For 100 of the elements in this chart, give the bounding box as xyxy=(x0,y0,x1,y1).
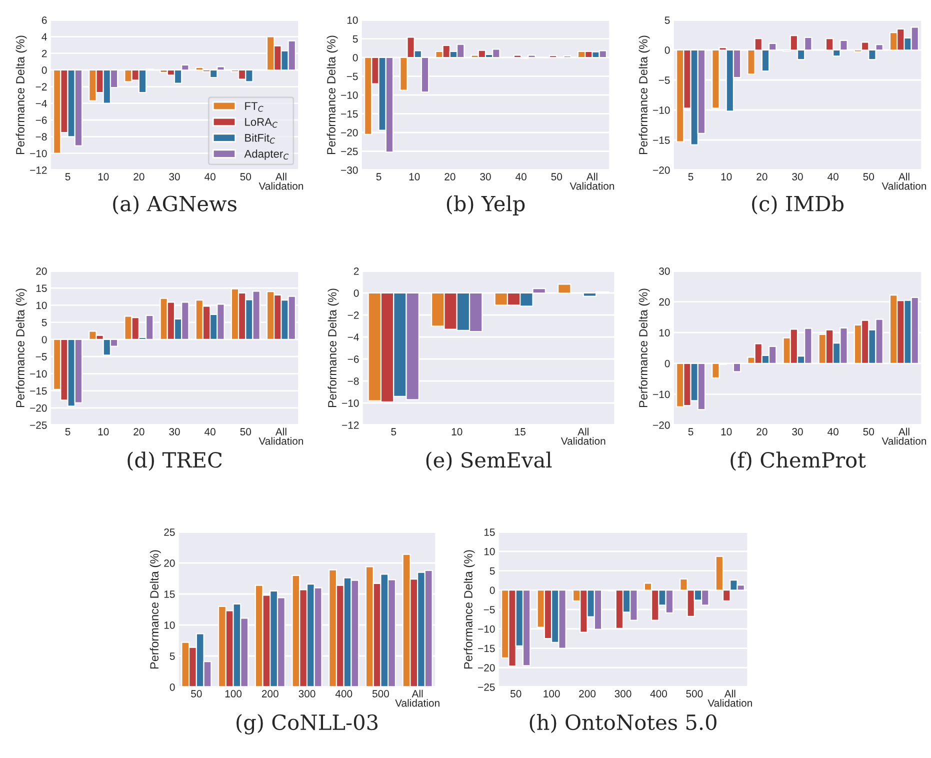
x-tick-label: 300 xyxy=(614,690,632,698)
x-tick-label: 50 xyxy=(240,173,252,180)
y-tick-label: −25 xyxy=(30,422,47,429)
y-tick-label: −10 xyxy=(342,400,359,407)
y-tick-label: −10 xyxy=(30,370,47,378)
x-tick-label: 50 xyxy=(863,428,874,436)
text: (c) IMDb xyxy=(752,195,844,214)
y-tick-label: 0 xyxy=(664,46,670,54)
x-tick-label: 5 xyxy=(391,428,396,436)
x-tick-label: 500 xyxy=(372,690,389,698)
x-tick-label: All Validation xyxy=(258,428,304,445)
x-tick-label: 50 xyxy=(240,428,252,436)
legend-label: LoRA$_{C}$ xyxy=(245,118,278,128)
x-tick-label: 40 xyxy=(204,428,216,436)
x-tick-label: 400 xyxy=(650,690,667,698)
x-tick-label: 40 xyxy=(828,173,838,180)
y-tick-label: −5 xyxy=(658,76,670,84)
x-tick-label: 10 xyxy=(98,173,109,180)
x-tick-label: 5 xyxy=(688,173,694,180)
text: (a) AGNews xyxy=(113,195,236,214)
x-tick-label: 20 xyxy=(134,428,144,436)
text: (e) SemEval xyxy=(426,452,552,471)
y-tick-label: −6 xyxy=(36,116,47,124)
x-tick-label: 5 xyxy=(688,428,694,436)
y-tick-label: 0 xyxy=(352,54,358,62)
y-tick-label: 15 xyxy=(164,590,175,598)
y-tick-label: −5 xyxy=(346,72,358,80)
x-tick-label: 100 xyxy=(544,690,560,698)
y-tick-label: 0 xyxy=(170,684,175,691)
x-tick-label: 10 xyxy=(452,428,462,436)
x-tick-label: All Validation xyxy=(882,172,926,190)
x-tick-label: 500 xyxy=(686,690,703,698)
y-tick-label: −15 xyxy=(341,110,358,118)
x-tick-label: 40 xyxy=(204,173,216,180)
y-tick-label: −10 xyxy=(341,92,358,99)
y-tick-label: −20 xyxy=(478,664,495,672)
x-tick-label: 300 xyxy=(298,690,316,698)
y-tick-label: −10 xyxy=(653,390,670,398)
y-tick-label: 20 xyxy=(36,268,47,275)
x-tick-label: 50 xyxy=(510,690,522,698)
y-tick-label: 0 xyxy=(664,360,670,368)
x-tick-label: 50 xyxy=(863,173,874,180)
legend-label: Adapter$_{C}$ xyxy=(244,150,289,160)
y-tick-label: −25 xyxy=(341,148,358,156)
y-tick-label: 15 xyxy=(484,528,495,536)
y-axis-title: Performance Delta (%) xyxy=(16,36,27,154)
x-tick-label: 5 xyxy=(65,428,70,436)
y-tick-label: −2 xyxy=(348,312,359,319)
x-tick-label: 40 xyxy=(516,173,526,180)
y-tick-label: −15 xyxy=(478,644,495,652)
y-axis-title: Performance Delta (%) xyxy=(638,288,650,408)
y-axis-title: Performance Delta (%) xyxy=(326,36,338,154)
y-tick-label: 5 xyxy=(42,318,47,326)
y-axis-title: Performance Delta (%) xyxy=(16,288,27,408)
y-tick-label: 6 xyxy=(42,16,47,24)
y-tick-label: 0 xyxy=(354,290,359,297)
y-axis-title: Performance Delta (%) xyxy=(464,550,475,669)
y-tick-label: −5 xyxy=(484,606,495,614)
y-tick-label: −4 xyxy=(36,100,47,108)
y-tick-label: 10 xyxy=(36,302,47,310)
x-tick-label: 50 xyxy=(191,690,202,698)
y-tick-label: −6 xyxy=(348,356,359,363)
text: (b) Yelp xyxy=(446,195,525,216)
x-tick-label: 100 xyxy=(225,690,242,698)
y-tick-label: 20 xyxy=(659,298,670,306)
x-tick-label: 20 xyxy=(756,428,768,436)
x-tick-label: 30 xyxy=(792,428,803,436)
legend-label: FT$_{C}$ xyxy=(245,102,264,112)
y-tick-label: −20 xyxy=(341,129,358,136)
y-tick-label: 10 xyxy=(484,548,495,556)
y-tick-label: −15 xyxy=(653,136,670,144)
x-tick-label: 5 xyxy=(65,173,70,180)
y-tick-label: 15 xyxy=(36,284,47,292)
y-axis-title: Performance Delta (%) xyxy=(150,550,161,669)
x-tick-label: 10 xyxy=(721,173,732,180)
y-tick-label: −10 xyxy=(653,106,670,114)
y-tick-label: −8 xyxy=(36,133,47,141)
y-tick-label: −10 xyxy=(30,150,47,158)
y-axis-title: Performance Delta (%) xyxy=(638,36,650,154)
y-tick-label: 0 xyxy=(42,336,47,344)
x-tick-label: 20 xyxy=(756,173,768,180)
y-tick-label: −10 xyxy=(478,625,495,633)
y-tick-label: −4 xyxy=(348,334,359,341)
y-tick-label: 0 xyxy=(490,586,495,594)
y-tick-label: −15 xyxy=(30,387,47,395)
y-tick-label: 5 xyxy=(170,652,175,660)
y-tick-label: −5 xyxy=(36,353,47,360)
legend-label: BitFit$_{C}$ xyxy=(245,134,276,144)
y-axis-title: Performance Delta (%) xyxy=(328,288,339,408)
y-tick-label: 2 xyxy=(354,268,359,275)
y-tick-label: −12 xyxy=(342,422,359,429)
x-tick-label: All Validation xyxy=(708,690,752,707)
x-tick-label: All Validation xyxy=(570,172,614,190)
x-tick-label: All Validation xyxy=(882,428,926,445)
x-tick-label: 200 xyxy=(262,690,278,698)
y-tick-label: 20 xyxy=(164,560,175,567)
y-tick-label: 5 xyxy=(664,16,670,24)
y-tick-label: 30 xyxy=(659,268,670,275)
y-tick-label: −20 xyxy=(653,422,670,429)
x-tick-label: 20 xyxy=(134,173,144,180)
